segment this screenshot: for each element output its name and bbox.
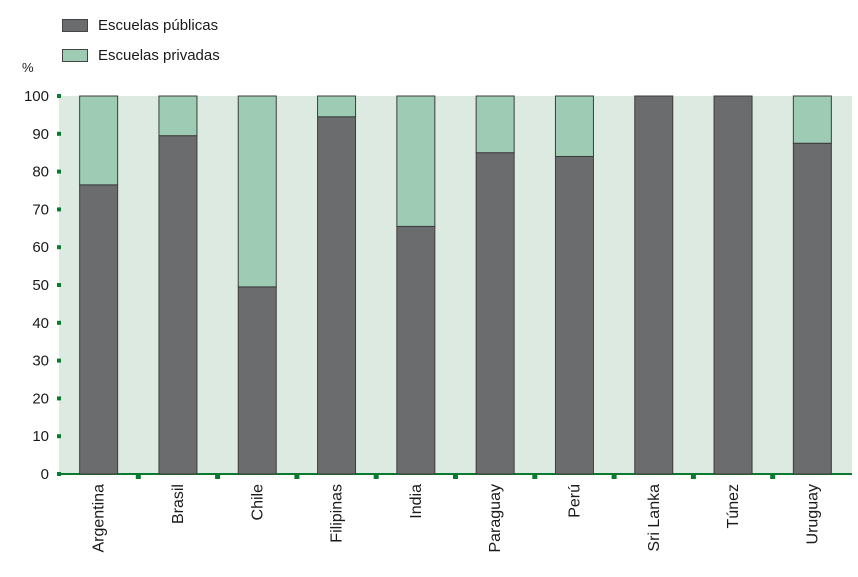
x-category-label: Sri Lanka bbox=[646, 484, 663, 552]
y-tick-label: 90 bbox=[32, 126, 49, 143]
legend: Escuelas públicas Escuelas privadas bbox=[62, 10, 220, 70]
y-tick-mark bbox=[57, 207, 61, 212]
x-tick-mark bbox=[215, 474, 221, 479]
bar-public bbox=[158, 135, 198, 475]
legend-swatch-public bbox=[62, 18, 88, 32]
x-tick-mark bbox=[611, 474, 617, 479]
legend-label-public: Escuelas públicas bbox=[98, 16, 219, 34]
bar-private bbox=[79, 95, 119, 186]
y-tick-mark bbox=[57, 94, 61, 98]
y-tick-mark bbox=[57, 358, 61, 363]
y-tick-label: 60 bbox=[32, 239, 49, 256]
y-tick-label: 20 bbox=[32, 390, 49, 407]
y-tick-label: 70 bbox=[32, 201, 49, 218]
bar-private bbox=[237, 95, 277, 288]
legend-label-private: Escuelas privadas bbox=[98, 46, 220, 64]
bar-private bbox=[317, 95, 357, 118]
bar-public bbox=[317, 116, 357, 475]
x-category-label: Filipinas bbox=[329, 484, 346, 543]
x-tick-mark bbox=[135, 474, 141, 479]
x-category-label: Túnez bbox=[725, 484, 742, 528]
bar-private bbox=[554, 95, 594, 157]
legend-item-private: Escuelas privadas bbox=[62, 40, 220, 70]
y-tick-mark bbox=[57, 396, 61, 401]
y-tick-label: 40 bbox=[32, 315, 49, 332]
x-category-label: Perú bbox=[566, 484, 583, 518]
x-tick-mark bbox=[690, 474, 696, 479]
bar-public bbox=[237, 286, 277, 475]
x-category-label: Argentina bbox=[91, 484, 108, 553]
x-tick-mark bbox=[453, 474, 458, 479]
bar-public bbox=[396, 225, 436, 475]
y-tick-label: 0 bbox=[41, 466, 49, 483]
x-tick-mark bbox=[373, 474, 379, 479]
y-tick-label: 100 bbox=[24, 88, 49, 105]
bar-public bbox=[554, 155, 594, 475]
y-tick-label: 80 bbox=[32, 164, 49, 181]
y-tick-label: 50 bbox=[32, 277, 49, 294]
y-tick-mark bbox=[57, 283, 61, 287]
x-tick-mark bbox=[294, 474, 300, 479]
bar-private bbox=[475, 95, 515, 154]
y-tick-mark bbox=[57, 169, 61, 174]
y-tick-mark bbox=[57, 434, 61, 439]
bar-private bbox=[396, 95, 436, 227]
bar-private bbox=[158, 95, 198, 137]
legend-swatch-private bbox=[62, 48, 88, 62]
bar-private bbox=[792, 95, 832, 144]
bar-public bbox=[792, 142, 832, 475]
x-category-label: Paraguay bbox=[487, 484, 504, 552]
y-tick-mark bbox=[57, 131, 61, 136]
x-category-label: India bbox=[408, 484, 425, 519]
x-tick-mark bbox=[532, 474, 538, 479]
bar-public bbox=[79, 184, 119, 475]
bar-public bbox=[475, 152, 515, 475]
y-tick-label: 10 bbox=[32, 428, 49, 445]
x-tick-mark bbox=[770, 474, 776, 479]
bar-public bbox=[713, 95, 753, 475]
x-category-label: Uruguay bbox=[804, 484, 821, 544]
y-tick-label: 30 bbox=[32, 353, 49, 370]
bar-public bbox=[634, 95, 674, 475]
y-axis-unit-label: % bbox=[22, 60, 34, 75]
legend-item-public: Escuelas públicas bbox=[62, 10, 220, 40]
y-tick-mark bbox=[57, 320, 61, 325]
y-tick-mark bbox=[57, 245, 61, 250]
x-category-label: Chile bbox=[249, 484, 266, 521]
x-category-label: Brasil bbox=[170, 484, 187, 524]
